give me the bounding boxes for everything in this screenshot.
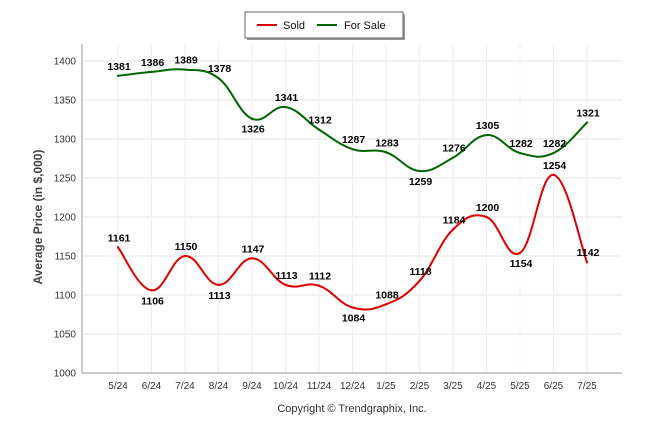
data-label-for-sale: 1341 xyxy=(275,92,299,104)
data-label-for-sale: 1389 xyxy=(174,55,198,67)
data-point-sold xyxy=(585,261,589,264)
x-tick-label: 4/25 xyxy=(477,381,497,392)
data-label-for-sale: 1326 xyxy=(241,124,265,136)
data-point-sold xyxy=(116,246,120,249)
data-point-for-sale xyxy=(418,169,421,173)
data-label-sold: 1254 xyxy=(543,160,567,172)
data-point-sold xyxy=(351,306,354,309)
y-tick-labels: 1000 1050 1100 1150 1200 1250 1300 1350 1400 xyxy=(54,57,77,380)
data-label-sold: 1106 xyxy=(141,295,164,307)
data-point-sold xyxy=(317,284,321,287)
data-label-for-sale: 1276 xyxy=(442,143,466,155)
y-tick-label: 1350 xyxy=(54,96,77,107)
data-label-for-sale: 1282 xyxy=(509,138,533,150)
axes xyxy=(81,44,622,374)
data-point-sold xyxy=(485,215,488,219)
data-point-for-sale xyxy=(183,68,187,71)
data-label-sold: 1118 xyxy=(409,266,431,278)
data-point-sold xyxy=(183,254,187,258)
x-tick-label: 7/25 xyxy=(577,381,597,392)
x-tick-label: 9/24 xyxy=(242,381,262,392)
data-point-for-sale xyxy=(384,151,388,154)
data-label-for-sale: 1386 xyxy=(141,57,165,69)
y-tick-label: 1300 xyxy=(54,135,77,146)
data-point-sold xyxy=(451,228,455,231)
x-tick-label: 8/24 xyxy=(209,381,229,392)
data-point-for-sale xyxy=(217,76,220,80)
data-point-sold xyxy=(518,251,522,255)
data-label-for-sale: 1259 xyxy=(409,176,433,188)
data-point-sold xyxy=(552,173,555,177)
data-point-for-sale xyxy=(284,105,287,109)
data-point-for-sale xyxy=(518,151,522,155)
y-tick-label: 1050 xyxy=(54,330,77,341)
data-label-sold: 1184 xyxy=(443,214,466,226)
legend-label-for-sale: For Sale xyxy=(344,20,386,32)
copyright-credit: Copyright © Trendgraphix, Inc. xyxy=(277,403,426,415)
x-tick-label: 3/25 xyxy=(443,381,463,392)
data-label-sold: 1084 xyxy=(342,312,366,324)
data-point-sold xyxy=(150,289,153,292)
y-tick-label: 1100 xyxy=(54,291,76,302)
y-tick-label: 1200 xyxy=(54,213,77,224)
data-point-sold xyxy=(217,283,220,287)
x-tick-label: 6/24 xyxy=(142,381,162,392)
data-point-for-sale xyxy=(116,74,120,78)
data-label-for-sale: 1321 xyxy=(576,108,600,120)
data-point-sold xyxy=(418,279,421,283)
data-label-sold: 1113 xyxy=(275,270,297,282)
y-tick-label: 1150 xyxy=(54,252,76,263)
data-label-sold: 1200 xyxy=(476,202,500,214)
data-label-sold: 1112 xyxy=(309,271,331,283)
x-tick-label: 1/25 xyxy=(376,381,396,392)
x-tick-labels: 5/24 6/24 7/24 8/24 9/24 10/24 11/24 12/24 1/25 2… xyxy=(108,381,597,392)
legend: Sold For Sale xyxy=(244,11,405,40)
data-point-for-sale xyxy=(585,121,589,124)
data-point-sold xyxy=(284,283,287,287)
data-label-for-sale: 1381 xyxy=(107,61,131,73)
data-point-for-sale xyxy=(150,70,153,74)
data-label-sold: 1150 xyxy=(175,241,198,253)
data-point-for-sale xyxy=(552,151,555,155)
data-label-sold: 1161 xyxy=(108,232,131,244)
data-label-sold: 1154 xyxy=(510,258,533,270)
x-tick-label: 5/24 xyxy=(108,381,128,392)
data-label-for-sale: 1378 xyxy=(208,63,232,75)
data-label-sold: 1142 xyxy=(577,247,600,259)
y-tick-label: 1400 xyxy=(54,57,77,68)
data-point-sold xyxy=(384,303,388,306)
data-point-for-sale xyxy=(451,156,455,159)
data-point-sold xyxy=(250,257,254,260)
legend-label-sold: Sold xyxy=(283,20,305,32)
y-tick-label: 1000 xyxy=(54,369,77,380)
data-labels: 1161 1106 1150 1113 1147 1113 1112 1084 1088 1118… xyxy=(107,55,600,325)
data-label-for-sale: 1282 xyxy=(543,138,567,150)
y-tick-label: 1250 xyxy=(54,174,77,185)
grid-lines xyxy=(82,44,622,374)
x-tick-label: 7/24 xyxy=(175,381,195,392)
data-label-sold: 1113 xyxy=(208,290,230,302)
data-point-for-sale xyxy=(250,117,254,120)
data-label-for-sale: 1283 xyxy=(375,137,399,149)
data-label-sold: 1088 xyxy=(375,289,399,301)
series-lines xyxy=(116,68,589,311)
data-point-for-sale xyxy=(351,147,354,151)
x-tick-label: 11/24 xyxy=(307,381,332,392)
data-label-for-sale: 1312 xyxy=(308,115,332,127)
y-axis-title: Average Price (in $,000) xyxy=(31,150,45,285)
x-tick-label: 5/25 xyxy=(510,381,530,392)
x-tick-label: 12/24 xyxy=(340,381,365,392)
x-tick-label: 6/25 xyxy=(544,381,564,392)
data-point-for-sale xyxy=(485,133,488,137)
data-label-for-sale: 1287 xyxy=(342,134,366,146)
data-label-for-sale: 1305 xyxy=(476,120,500,132)
x-tick-label: 2/25 xyxy=(410,381,430,392)
x-tick-label: 10/24 xyxy=(273,381,298,392)
data-label-sold: 1147 xyxy=(242,243,265,255)
data-point-for-sale xyxy=(317,128,321,131)
series-line-sold xyxy=(117,173,588,311)
